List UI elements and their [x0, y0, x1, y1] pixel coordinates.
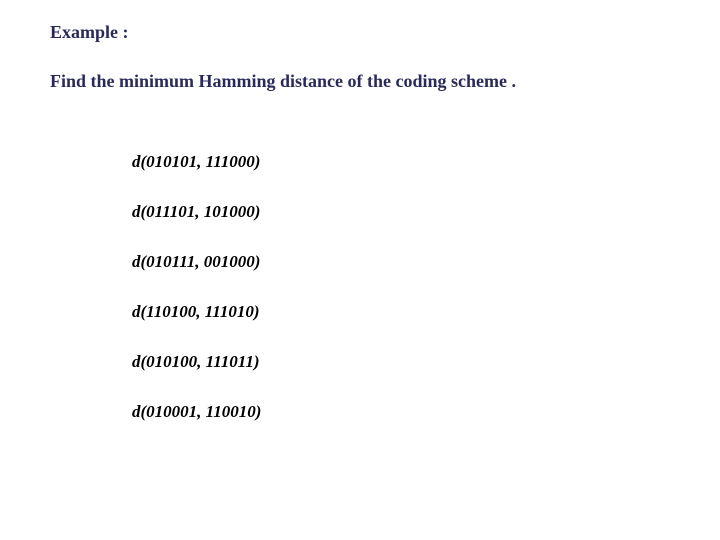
document-container: Example : Find the minimum Hamming dista…	[0, 0, 720, 422]
distance-item: d(010111, 001000)	[132, 252, 720, 272]
distance-item: d(011101, 101000)	[132, 202, 720, 222]
distance-item: d(010001, 110010)	[132, 402, 720, 422]
distance-item: d(010101, 111000)	[132, 152, 720, 172]
distance-list: d(010101, 111000) d(011101, 101000) d(01…	[50, 152, 720, 422]
example-heading: Example :	[50, 22, 720, 43]
question-text: Find the minimum Hamming distance of the…	[50, 71, 720, 92]
distance-item: d(110100, 111010)	[132, 302, 720, 322]
distance-item: d(010100, 111011)	[132, 352, 720, 372]
